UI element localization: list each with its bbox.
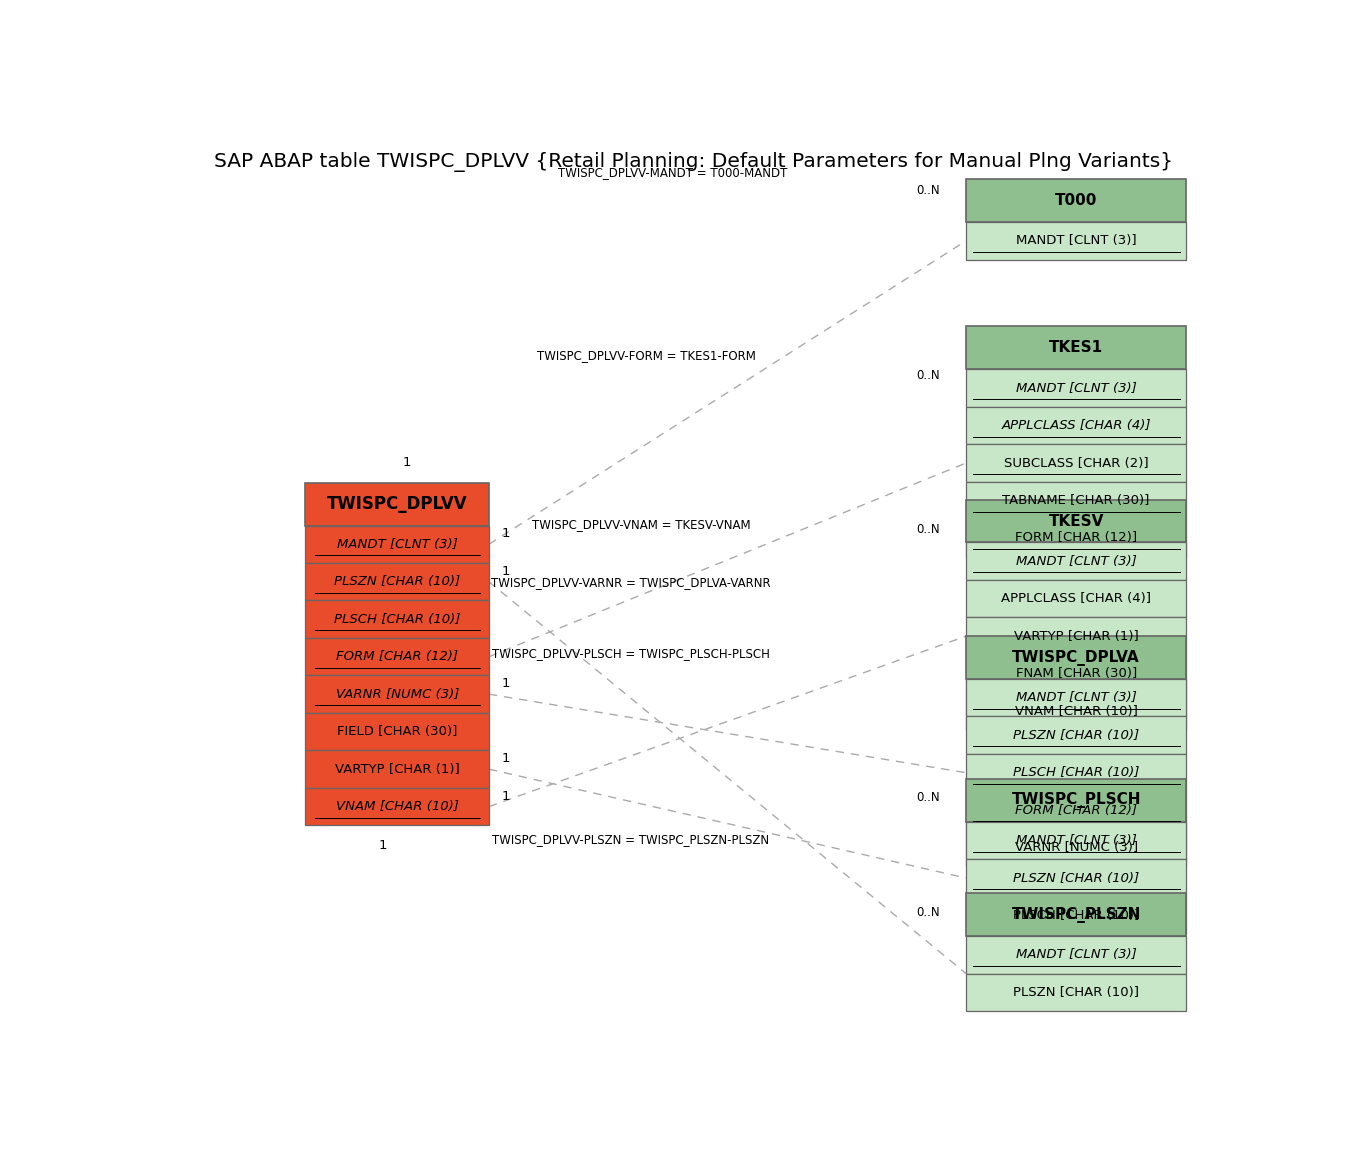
Bar xyxy=(966,180,1187,223)
Bar xyxy=(966,779,1187,822)
Text: PLSCH [CHAR (10)]: PLSCH [CHAR (10)] xyxy=(1013,766,1139,779)
Bar xyxy=(966,444,1187,482)
Bar xyxy=(306,637,488,676)
Bar xyxy=(306,563,488,600)
Text: VARNR [NUMC (3)]: VARNR [NUMC (3)] xyxy=(336,687,459,701)
Bar xyxy=(966,936,1187,974)
Bar xyxy=(966,755,1187,792)
Bar xyxy=(966,859,1187,897)
Bar xyxy=(966,829,1187,867)
Text: 1: 1 xyxy=(402,457,410,469)
Bar xyxy=(306,525,488,563)
Bar xyxy=(966,482,1187,519)
Text: PLSZN [CHAR (10)]: PLSZN [CHAR (10)] xyxy=(334,575,460,589)
Text: T000: T000 xyxy=(1055,194,1097,209)
Text: TKESV: TKESV xyxy=(1049,513,1104,529)
Bar xyxy=(966,519,1187,556)
Text: VARTYP [CHAR (1)]: VARTYP [CHAR (1)] xyxy=(334,763,460,775)
Text: TWISPC_DPLVV-FORM = TKES1-FORM: TWISPC_DPLVV-FORM = TKES1-FORM xyxy=(537,349,756,362)
Text: SUBCLASS [CHAR (2)]: SUBCLASS [CHAR (2)] xyxy=(1004,457,1149,469)
Bar xyxy=(966,822,1187,859)
Text: MANDT [CLNT (3)]: MANDT [CLNT (3)] xyxy=(1016,834,1137,847)
Bar xyxy=(306,676,488,713)
Text: PLSZN [CHAR (10)]: PLSZN [CHAR (10)] xyxy=(1013,986,1139,999)
Bar xyxy=(966,580,1187,618)
Text: PLSCH [CHAR (10)]: PLSCH [CHAR (10)] xyxy=(334,613,460,626)
Text: VNAM [CHAR (10)]: VNAM [CHAR (10)] xyxy=(336,800,459,814)
Text: PLSZN [CHAR (10)]: PLSZN [CHAR (10)] xyxy=(1013,872,1139,884)
Text: 0..N: 0..N xyxy=(916,184,940,197)
Bar xyxy=(966,974,1187,1011)
Text: FNAM [CHAR (30)]: FNAM [CHAR (30)] xyxy=(1016,668,1137,680)
Text: 0..N: 0..N xyxy=(916,369,940,382)
Bar xyxy=(966,679,1187,716)
Bar xyxy=(966,692,1187,730)
Bar xyxy=(966,655,1187,692)
Text: TABNAME [CHAR (30)]: TABNAME [CHAR (30)] xyxy=(1003,494,1150,506)
Text: 1: 1 xyxy=(502,564,510,578)
Text: MANDT [CLNT (3)]: MANDT [CLNT (3)] xyxy=(1016,381,1137,394)
Bar xyxy=(306,713,488,750)
Text: TKES1: TKES1 xyxy=(1049,341,1103,356)
Text: TWISPC_DPLVV-MANDT = T000-MANDT: TWISPC_DPLVV-MANDT = T000-MANDT xyxy=(557,167,787,180)
Text: MANDT [CLNT (3)]: MANDT [CLNT (3)] xyxy=(1016,555,1137,568)
Bar xyxy=(306,750,488,788)
Text: PLSCH [CHAR (10)]: PLSCH [CHAR (10)] xyxy=(1013,909,1139,923)
Text: 0..N: 0..N xyxy=(916,792,940,804)
Text: VARTYP [CHAR (1)]: VARTYP [CHAR (1)] xyxy=(1013,629,1138,642)
Text: TWISPC_DPLVV: TWISPC_DPLVV xyxy=(327,495,468,513)
Text: 1: 1 xyxy=(502,527,510,540)
Text: 1: 1 xyxy=(502,677,510,691)
Bar xyxy=(966,894,1187,936)
Bar xyxy=(966,407,1187,444)
Text: 0..N: 0..N xyxy=(916,524,940,537)
Text: FORM [CHAR (12)]: FORM [CHAR (12)] xyxy=(336,650,459,663)
Bar xyxy=(966,716,1187,755)
Bar xyxy=(306,482,488,525)
Text: TWISPC_DPLVV-PLSZN = TWISPC_PLSZN-PLSZN: TWISPC_DPLVV-PLSZN = TWISPC_PLSZN-PLSZN xyxy=(492,833,769,846)
Bar xyxy=(966,542,1187,580)
Bar xyxy=(306,600,488,637)
Text: SAP ABAP table TWISPC_DPLVV {Retail Planning: Default Parameters for Manual Plng: SAP ABAP table TWISPC_DPLVV {Retail Plan… xyxy=(214,153,1173,173)
Bar xyxy=(966,792,1187,829)
Bar xyxy=(966,223,1187,260)
Text: TWISPC_DPLVV-VARNR = TWISPC_DPLVA-VARNR: TWISPC_DPLVV-VARNR = TWISPC_DPLVA-VARNR xyxy=(491,576,770,589)
Bar xyxy=(966,618,1187,655)
Text: FIELD [CHAR (30)]: FIELD [CHAR (30)] xyxy=(337,726,457,738)
Text: MANDT [CLNT (3)]: MANDT [CLNT (3)] xyxy=(1016,691,1137,705)
Text: VNAM [CHAR (10)]: VNAM [CHAR (10)] xyxy=(1015,705,1138,717)
Text: PLSZN [CHAR (10)]: PLSZN [CHAR (10)] xyxy=(1013,729,1139,742)
Text: TWISPC_DPLVV-VNAM = TKESV-VNAM: TWISPC_DPLVV-VNAM = TKESV-VNAM xyxy=(532,518,751,531)
Text: 1: 1 xyxy=(502,752,510,765)
Bar xyxy=(966,500,1187,542)
Text: MANDT [CLNT (3)]: MANDT [CLNT (3)] xyxy=(1016,234,1137,247)
Text: 1: 1 xyxy=(379,839,387,852)
Text: FORM [CHAR (12)]: FORM [CHAR (12)] xyxy=(1015,803,1137,817)
Text: TWISPC_DPLVV-PLSCH = TWISPC_PLSCH-PLSCH: TWISPC_DPLVV-PLSCH = TWISPC_PLSCH-PLSCH xyxy=(491,647,770,659)
Text: APPLCLASS [CHAR (4)]: APPLCLASS [CHAR (4)] xyxy=(1001,592,1151,605)
Text: FORM [CHAR (12)]: FORM [CHAR (12)] xyxy=(1015,532,1138,545)
Text: TWISPC_PLSZN: TWISPC_PLSZN xyxy=(1012,906,1141,923)
Bar xyxy=(966,370,1187,407)
Text: 1: 1 xyxy=(502,790,510,803)
Text: APPLCLASS [CHAR (4)]: APPLCLASS [CHAR (4)] xyxy=(1001,420,1151,432)
Text: MANDT [CLNT (3)]: MANDT [CLNT (3)] xyxy=(1016,948,1137,961)
Text: TWISPC_PLSCH: TWISPC_PLSCH xyxy=(1012,793,1141,808)
Bar xyxy=(966,636,1187,679)
Text: 0..N: 0..N xyxy=(916,906,940,919)
Text: TWISPC_DPLVA: TWISPC_DPLVA xyxy=(1012,649,1141,665)
Bar xyxy=(966,897,1187,934)
Bar xyxy=(966,327,1187,370)
Text: VARNR [NUMC (3)]: VARNR [NUMC (3)] xyxy=(1015,841,1138,854)
Text: MANDT [CLNT (3)]: MANDT [CLNT (3)] xyxy=(337,538,457,551)
Bar xyxy=(306,788,488,825)
